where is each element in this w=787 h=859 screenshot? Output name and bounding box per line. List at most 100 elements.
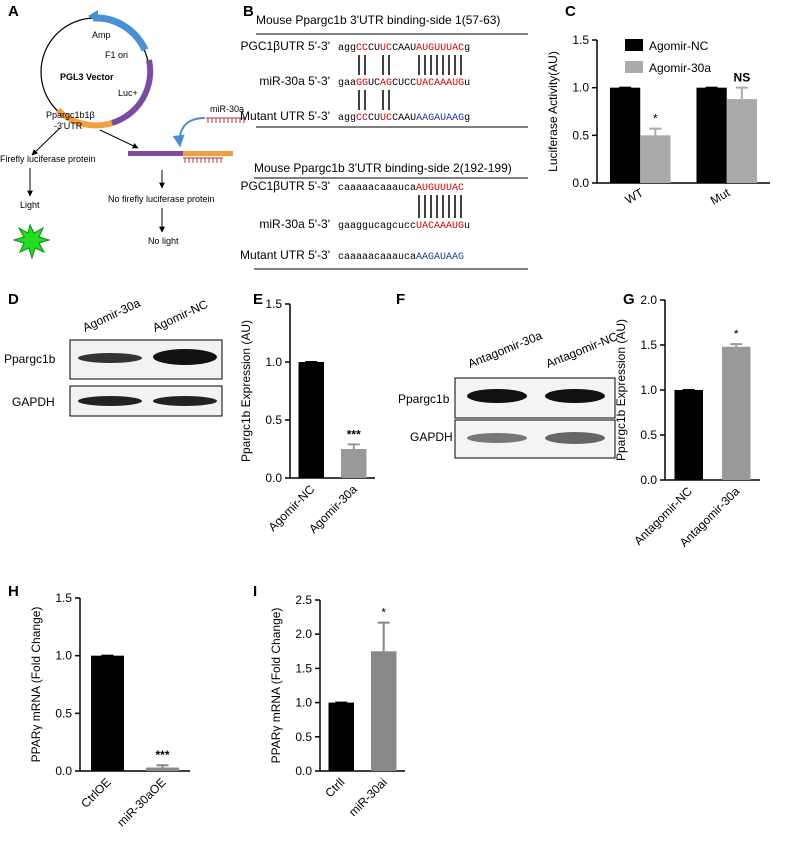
panel-label: D — [8, 291, 19, 308]
bar — [640, 135, 671, 183]
panel-label: I — [253, 583, 257, 600]
insert-label: -3'UTR — [54, 121, 83, 131]
sequence-segment: u — [464, 221, 470, 232]
y-tick-label: 0.0 — [265, 471, 282, 485]
western-blot: D Agomir-30a Agomir-NC Ppargc1b GAPDH — [4, 291, 223, 417]
sequence-segment: UC — [380, 113, 392, 124]
sequence-segment: gaa — [338, 78, 356, 89]
vector-label: PGL3 Vector — [60, 72, 114, 82]
sequence-segment: gaaggucagcucc — [338, 221, 416, 232]
sequence-segment: g — [464, 113, 470, 124]
sequence-segment: CU — [368, 43, 380, 54]
panel-label: E — [253, 291, 263, 308]
amp-arc — [92, 14, 149, 52]
y-tick-label: 0.5 — [55, 706, 72, 720]
sequence-segment: CC — [356, 113, 368, 124]
row-label: miR-30a 5'-3' — [259, 74, 330, 88]
sequence-segment: AG — [380, 78, 392, 89]
sequence-segment: agg — [338, 43, 356, 54]
y-tick-label: 2.0 — [640, 293, 657, 307]
mirna-label: miR-30a — [210, 104, 244, 114]
y-tick-label: 1.0 — [640, 383, 657, 397]
bar — [371, 651, 397, 771]
sequence-segment: UC — [380, 43, 392, 54]
error-bar — [649, 127, 662, 136]
outcome-label: Firefly luciferase protein — [0, 154, 96, 164]
bar — [328, 702, 354, 771]
x-tick-label: Ctrll — [322, 775, 347, 800]
y-tick-label: 1.0 — [55, 649, 72, 663]
sequence-segment: GG — [356, 78, 368, 89]
ori-label: F1 ori — [105, 50, 128, 60]
legend-swatch — [625, 39, 643, 51]
sequence-segment: AAGAUAAG — [416, 113, 464, 124]
y-tick-label: 1.5 — [640, 338, 657, 352]
y-axis-label: Ppargc1b Expression (AU) — [239, 320, 253, 462]
bar — [146, 767, 179, 771]
error-bar — [377, 621, 390, 652]
bar — [674, 390, 703, 480]
panel-label: H — [8, 583, 19, 600]
y-tick-label: 0.5 — [572, 128, 589, 142]
panel-label: B — [243, 3, 254, 20]
y-tick-label: 1.0 — [295, 696, 312, 710]
row-label: Ppargc1b — [398, 392, 450, 406]
y-tick-label: 2.0 — [295, 627, 312, 641]
sequence-segment: u — [464, 78, 470, 89]
y-tick-label: 0.0 — [640, 473, 657, 487]
y-tick-label: 1.5 — [572, 33, 589, 47]
y-tick-label: 1.5 — [295, 661, 312, 675]
row-label: Mutant UTR 5'-3' — [240, 248, 330, 262]
row-label: PGC1βUTR 5'-3' — [240, 39, 330, 53]
x-tick-label: WT — [623, 185, 647, 207]
y-tick-label: 1.5 — [265, 297, 282, 311]
error-bar — [735, 86, 748, 100]
sequence: caaaaacaaaucaAUGUUUAC — [338, 183, 464, 194]
sequence-segment: AUGUUUAC — [416, 43, 464, 54]
luc-arc — [111, 59, 154, 126]
sequence: aggCCCUUCCAAUAUGUUUACg — [338, 43, 470, 54]
x-tick-label: miR-30aOE — [114, 775, 168, 829]
sequence-segment: AAGAUAAG — [416, 252, 464, 263]
amp-label: Amp — [92, 30, 111, 40]
row-label: PGC1βUTR 5'-3' — [240, 179, 330, 193]
sequence: gaaggucagcuccUACAAAUGu — [338, 221, 470, 232]
y-tick-label: 0.5 — [295, 730, 312, 744]
panel-label: A — [8, 3, 19, 20]
legend-label: Agomir-NC — [649, 39, 709, 53]
row-label: miR-30a 5'-3' — [259, 217, 330, 231]
lane-label: Agomir-30a — [80, 296, 142, 335]
legend-swatch — [625, 61, 643, 73]
row-label: Ppargc1b — [4, 352, 56, 366]
row-label: GAPDH — [12, 395, 55, 409]
row-label: GAPDH — [410, 430, 453, 444]
y-tick-label: 0.5 — [640, 428, 657, 442]
result-label: No light — [148, 236, 179, 246]
sequence-segment: agg — [338, 113, 356, 124]
bar — [722, 346, 751, 480]
luc-label: Luc+ — [118, 88, 138, 98]
bar — [341, 449, 367, 478]
plasmid-diagram: A Amp F1 ori PGL3 Vector Luc+ Ppargc1b1β… — [0, 3, 246, 260]
x-tick-label: CtrlOE — [78, 775, 113, 810]
lane-label: Agomir-NC — [150, 297, 210, 335]
binding-site-panel: B Mouse Ppargc1b 3'UTR binding-side 1(57… — [240, 3, 528, 270]
y-tick-label: 1.0 — [572, 81, 589, 95]
result-label: Light — [20, 200, 40, 210]
bar — [298, 362, 324, 478]
error-bar — [730, 343, 743, 347]
sequence-segment: AUGUUUAC — [416, 183, 464, 194]
row-label: Mutant UTR 5'-3' — [240, 109, 330, 123]
y-tick-label: 0.0 — [295, 764, 312, 778]
y-tick-label: 0.0 — [572, 176, 589, 190]
y-axis-label: PPARγ mRNA (Fold Change) — [269, 608, 283, 764]
lane-label: Antagomir-30a — [466, 328, 545, 371]
sequence-segment: caaaaacaaauca — [338, 183, 416, 194]
sequence-segment: CAAU — [392, 113, 416, 124]
lane-label: Antagomir-NC — [544, 329, 620, 371]
sequence-segment: CUCC — [392, 78, 416, 89]
bar — [609, 87, 641, 183]
light-star — [12, 223, 51, 260]
y-tick-label: 0.0 — [55, 764, 72, 778]
